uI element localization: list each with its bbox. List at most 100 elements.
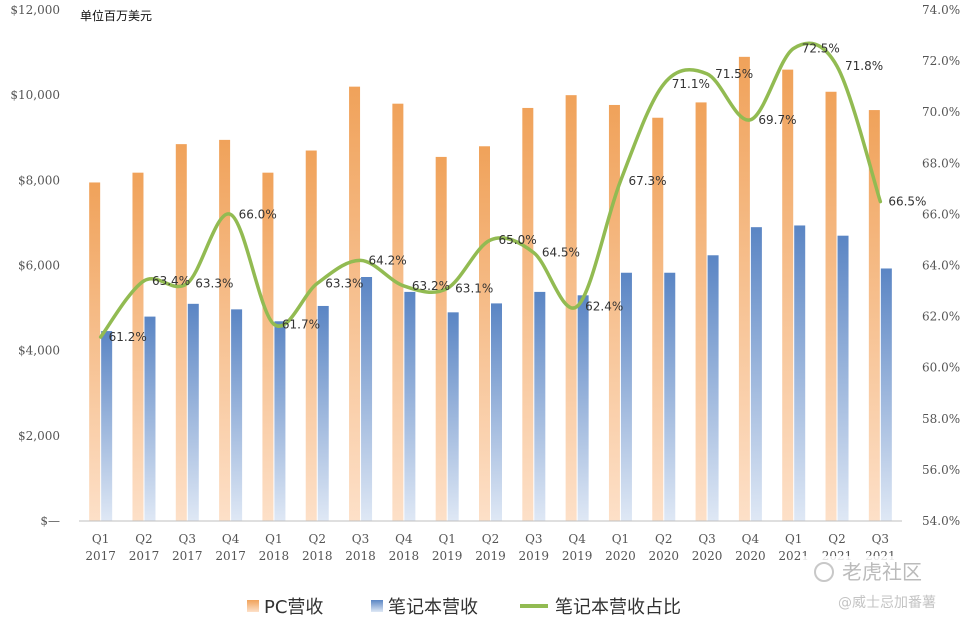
- left-axis: $— $2,000 $4,000 $6,000 $8,000 $10,000 $12,000: [10, 3, 60, 528]
- notebook-revenue-bar: [187, 303, 199, 521]
- x-tick-year: 2017: [172, 549, 203, 563]
- x-tick-quarter: Q2: [482, 532, 499, 546]
- notebook-revenue-bar: [880, 268, 892, 521]
- x-tick-year: 2019: [519, 549, 550, 563]
- pc-revenue-bar: [219, 139, 231, 522]
- share-data-label: 63.1%: [455, 281, 493, 295]
- notebook-revenue-bar: [620, 272, 632, 521]
- share-data-label: 67.3%: [628, 174, 666, 188]
- x-tick-year: 2020: [648, 549, 679, 563]
- pc-revenue-bar: [175, 144, 187, 521]
- share-data-label: 71.8%: [845, 59, 883, 73]
- x-tick-year: 2017: [215, 549, 246, 563]
- x-tick-quarter: Q1: [438, 532, 455, 546]
- right-tick-label: 58.0%: [922, 412, 960, 426]
- share-data-label: 66.5%: [888, 195, 926, 209]
- pc-revenue-bar: [132, 172, 144, 521]
- pc-revenue-bar: [825, 91, 837, 521]
- pc-revenue-bars: [89, 56, 880, 522]
- right-tick-label: 70.0%: [922, 105, 960, 119]
- right-tick-label: 66.0%: [922, 207, 960, 221]
- x-tick-quarter: Q1: [92, 532, 109, 546]
- pc-revenue-bar: [868, 110, 880, 521]
- x-tick-quarter: Q1: [265, 532, 282, 546]
- right-tick-label: 68.0%: [922, 156, 960, 170]
- x-tick-year: 2018: [259, 549, 290, 563]
- pc-revenue-bar: [608, 104, 620, 522]
- x-tick-quarter: Q3: [698, 532, 715, 546]
- share-data-label: 62.4%: [585, 299, 623, 313]
- notebook-revenue-bar: [577, 295, 589, 521]
- watermark-brand: 老虎社区: [842, 560, 922, 584]
- watermark-panel: [800, 556, 970, 614]
- notebook-revenue-bar: [750, 227, 762, 522]
- legend: PC营收 笔记本营收 笔记本营收占比: [247, 597, 681, 618]
- left-tick-label: $10,000: [10, 88, 60, 102]
- x-axis: Q1 2017 Q2 2017 Q3 2017 Q4 2017 Q1 2018 Q2 2018 Q3 20…: [79, 520, 902, 563]
- legend-swatch-pc: [247, 600, 259, 612]
- legend-label-notebook: 笔记本营收: [388, 597, 478, 618]
- notebook-revenue-bar: [404, 291, 416, 521]
- pc-revenue-bar: [435, 156, 447, 521]
- legend-label-pc: PC营收: [264, 597, 323, 618]
- x-tick-quarter: Q1: [785, 532, 802, 546]
- notebook-revenue-bar: [534, 291, 546, 521]
- pc-revenue-bar: [89, 182, 101, 521]
- x-tick-quarter: Q3: [872, 532, 889, 546]
- right-tick-label: 64.0%: [922, 259, 960, 273]
- x-tick-quarter: Q2: [308, 532, 325, 546]
- x-tick-year: 2017: [85, 549, 116, 563]
- notebook-revenue-bar: [361, 276, 373, 521]
- pc-revenue-bar: [695, 102, 707, 522]
- notebook-revenue-bar: [664, 272, 676, 521]
- pc-revenue-bar: [522, 107, 534, 522]
- x-tick-quarter: Q3: [179, 532, 196, 546]
- notebook-revenue-bar: [144, 316, 156, 521]
- x-tick-year: 2018: [389, 549, 420, 563]
- x-tick-quarter: Q2: [828, 532, 845, 546]
- watermark-logo-icon: [814, 562, 834, 582]
- x-tick-quarter: Q3: [525, 532, 542, 546]
- notebook-revenue-bar: [837, 235, 849, 522]
- share-data-label: 65.0%: [499, 233, 537, 247]
- x-tick-quarter: Q4: [568, 532, 586, 546]
- share-data-label: 64.5%: [542, 246, 580, 260]
- notebook-revenue-bar: [101, 331, 113, 521]
- share-data-label: 66.0%: [239, 207, 277, 221]
- notebook-revenue-bar: [707, 255, 719, 521]
- share-data-label: 63.4%: [152, 274, 190, 288]
- share-data-label: 61.7%: [282, 317, 320, 331]
- notebook-share-line: [98, 41, 883, 339]
- notebook-revenue-bar: [447, 312, 459, 521]
- left-tick-label: $2,000: [18, 429, 60, 443]
- x-tick-quarter: Q2: [135, 532, 152, 546]
- share-data-label: 63.3%: [195, 276, 233, 290]
- left-tick-label: $4,000: [18, 344, 60, 358]
- share-data-label: 71.5%: [715, 67, 753, 81]
- notebook-revenue-bar: [317, 305, 329, 521]
- unit-label: 单位百万美元: [80, 8, 152, 23]
- pc-revenue-bar: [738, 56, 750, 521]
- notebook-revenue-bar: [491, 303, 502, 521]
- pc-revenue-bar: [305, 150, 317, 521]
- notebook-revenue-bar: [231, 309, 243, 521]
- left-tick-label: $12,000: [10, 3, 60, 17]
- left-tick-label: $8,000: [18, 173, 60, 187]
- legend-swatch-notebook: [371, 600, 383, 612]
- x-tick-year: 2017: [129, 549, 160, 563]
- right-tick-label: 62.0%: [922, 310, 960, 324]
- x-tick-year: 2018: [302, 549, 333, 563]
- pc-revenue-bar: [479, 146, 490, 521]
- notebook-revenue-bar: [794, 225, 806, 521]
- pc-revenue-bar: [349, 86, 361, 522]
- x-tick-quarter: Q4: [222, 532, 240, 546]
- legend-label-share: 笔记本营收占比: [555, 597, 681, 618]
- share-data-label: 63.3%: [325, 276, 363, 290]
- notebook-share-line-path: [98, 41, 883, 339]
- x-tick-year: 2019: [562, 549, 593, 563]
- right-tick-label: 74.0%: [922, 3, 960, 17]
- share-data-label: 69.7%: [758, 113, 796, 127]
- x-tick-year: 2020: [605, 549, 636, 563]
- x-tick-year: 2018: [345, 549, 376, 563]
